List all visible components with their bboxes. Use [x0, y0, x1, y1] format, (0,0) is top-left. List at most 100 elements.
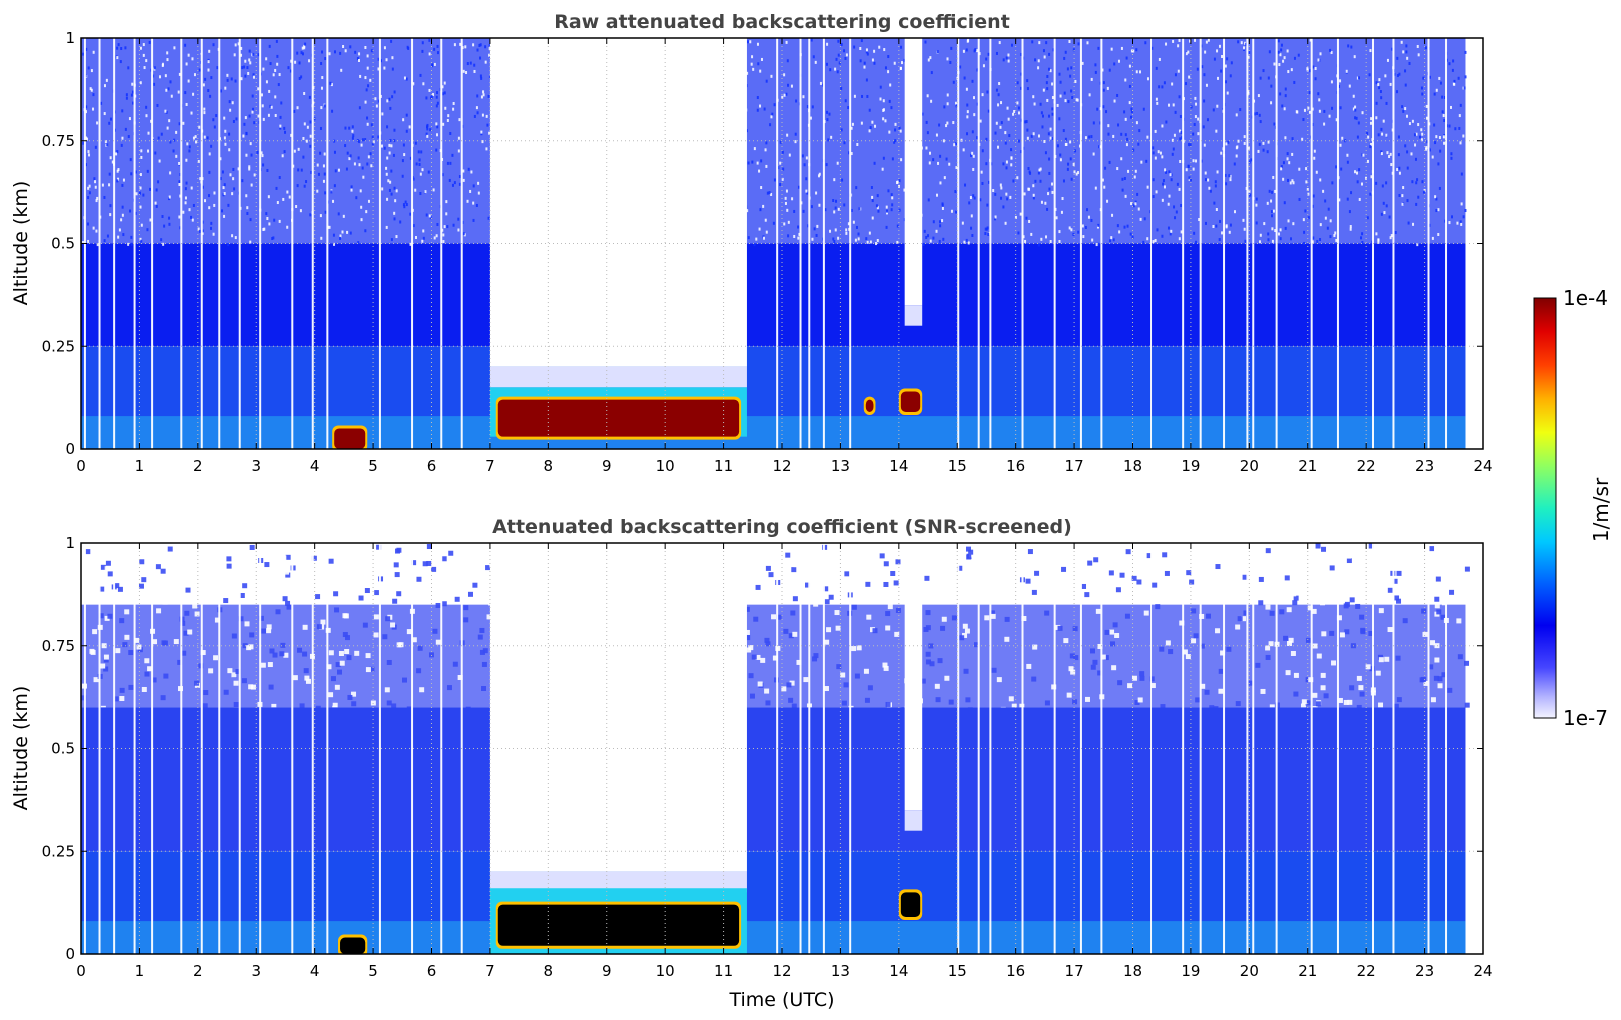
noise-speck	[130, 172, 133, 176]
noise-speck	[985, 57, 988, 61]
noise-speck	[188, 145, 191, 149]
noise-speck	[257, 53, 260, 57]
noise-speck	[757, 62, 760, 66]
screened-speck	[1160, 704, 1166, 710]
noise-speck	[1046, 207, 1049, 211]
noise-speck	[366, 162, 369, 166]
noise-speck	[90, 88, 93, 92]
noise-speck	[278, 73, 281, 77]
noise-speck	[486, 123, 489, 127]
noise-speck	[857, 237, 860, 241]
heatmap-area	[81, 543, 1470, 954]
noise-speck	[942, 139, 945, 143]
noise-speck	[1224, 80, 1227, 84]
screened-speck	[1097, 670, 1103, 676]
noise-speck	[1400, 40, 1403, 44]
signal-dropout	[1427, 38, 1430, 449]
noise-speck	[987, 109, 990, 113]
noise-speck	[412, 177, 415, 181]
noise-speck	[467, 167, 470, 171]
noise-speck	[167, 87, 170, 91]
screened-speck	[467, 591, 473, 597]
noise-speck	[1132, 204, 1135, 208]
noise-speck	[427, 170, 430, 174]
noise-speck	[1025, 120, 1028, 124]
y-ticks: 00.250.50.751	[42, 534, 1483, 963]
noise-speck	[154, 151, 157, 155]
noise-speck	[1062, 129, 1065, 133]
screened-speck	[1402, 618, 1408, 624]
screened-speck	[441, 601, 447, 607]
noise-speck	[241, 66, 244, 70]
noise-speck	[360, 143, 363, 147]
noise-speck	[365, 210, 368, 214]
noise-speck	[1227, 140, 1230, 144]
noise-speck	[1066, 167, 1069, 171]
noise-speck	[1206, 118, 1209, 122]
noise-speck	[836, 161, 839, 165]
screened-speck	[386, 659, 392, 665]
noise-speck	[92, 226, 95, 230]
noise-speck	[1120, 46, 1123, 50]
screened-speck	[441, 556, 447, 562]
screened-speck	[1329, 577, 1335, 583]
noise-speck	[1330, 51, 1333, 55]
screened-speck	[267, 662, 273, 668]
noise-speck	[1339, 143, 1342, 147]
signal-dropout	[1079, 543, 1082, 954]
screened-speck	[1396, 570, 1402, 576]
screened-speck	[744, 606, 750, 612]
noise-speck	[348, 157, 351, 161]
noise-speck	[1098, 145, 1101, 149]
noise-speck	[87, 186, 90, 190]
noise-speck	[883, 48, 886, 52]
noise-speck	[1274, 229, 1277, 233]
screened-speck	[1215, 553, 1221, 559]
screened-speck	[285, 572, 291, 578]
noise-speck	[802, 95, 805, 99]
screened-speck	[1149, 676, 1155, 682]
noise-speck	[888, 99, 891, 103]
noise-speck	[386, 156, 389, 160]
noise-speck	[986, 226, 989, 230]
noise-speck	[847, 222, 850, 226]
signal-dropout	[1246, 38, 1249, 449]
noise-speck	[1249, 193, 1252, 197]
noise-speck	[232, 119, 235, 123]
noise-speck	[1161, 85, 1164, 89]
screened-speck	[167, 546, 173, 552]
noise-speck	[1287, 219, 1290, 223]
noise-speck	[333, 184, 336, 188]
noise-speck	[265, 57, 268, 61]
noise-speck	[855, 186, 858, 190]
noise-speck	[1185, 82, 1188, 86]
noise-speck	[1388, 155, 1391, 159]
noise-speck	[746, 71, 749, 75]
noise-speck	[970, 226, 973, 230]
noise-speck	[108, 183, 111, 187]
noise-speck	[479, 43, 482, 47]
screened-speck	[90, 649, 96, 655]
noise-speck	[473, 114, 476, 118]
noise-speck	[160, 132, 163, 136]
signal-dropout	[326, 38, 329, 449]
noise-speck	[1204, 50, 1207, 54]
noise-speck	[1096, 225, 1099, 229]
screened-speck	[1368, 543, 1374, 549]
noise-speck	[1024, 239, 1027, 243]
screened-speck	[1346, 558, 1352, 564]
noise-speck	[938, 220, 941, 224]
noise-speck	[488, 53, 491, 57]
screened-speck	[1268, 641, 1274, 647]
noise-speck	[1156, 228, 1159, 232]
noise-speck	[389, 106, 392, 110]
screened-speck	[785, 552, 791, 558]
screened-speck	[1456, 618, 1462, 624]
screened-speck	[826, 627, 832, 633]
noise-speck	[178, 180, 181, 184]
noise-speck	[1117, 59, 1120, 63]
screened-speck	[1434, 643, 1440, 649]
screened-speck	[1164, 570, 1170, 576]
screened-speck	[128, 650, 134, 656]
screened-speck	[1073, 655, 1079, 661]
